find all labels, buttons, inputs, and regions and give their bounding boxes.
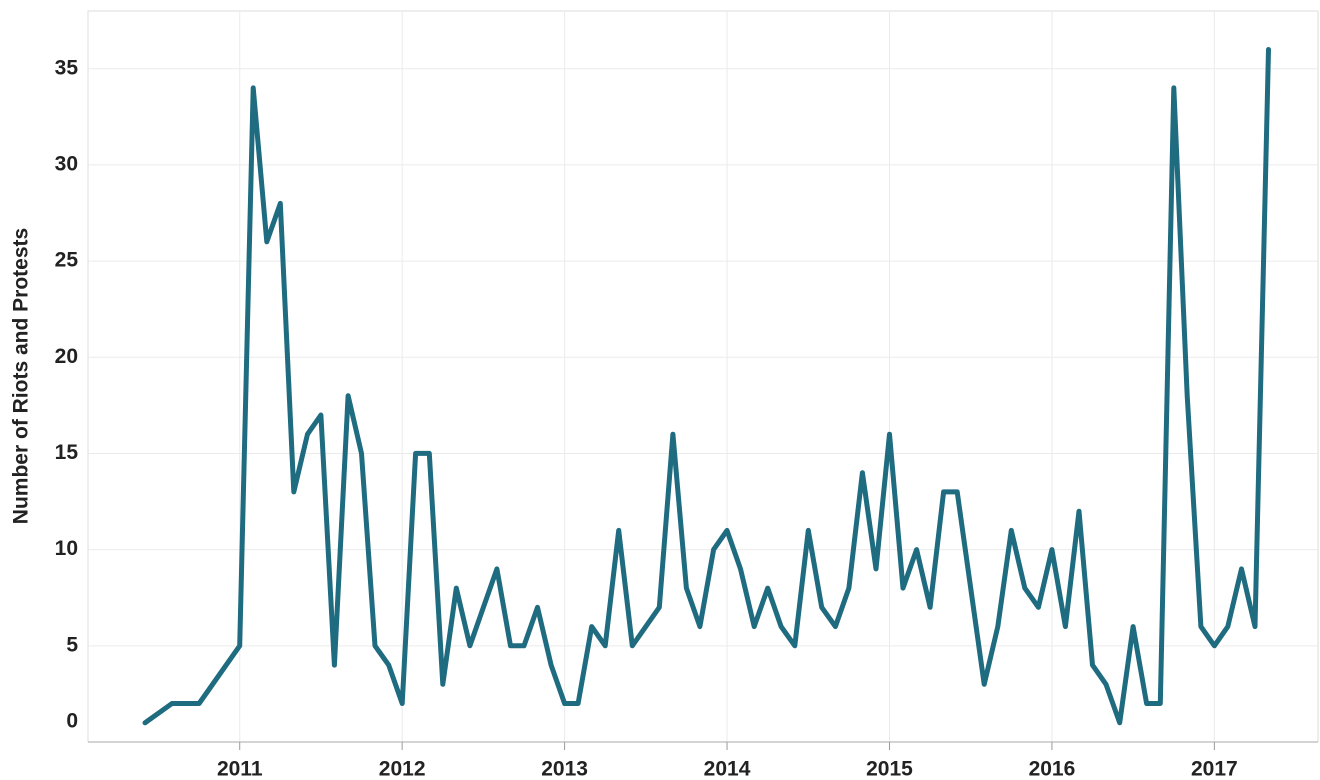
y-tick-label: 5 — [66, 633, 78, 656]
x-tick-label: 2014 — [704, 758, 751, 780]
y-tick-label: 15 — [55, 441, 79, 464]
data-line — [142, 47, 1271, 726]
x-tick-label: 2012 — [379, 758, 426, 780]
x-tick-label: 2011 — [217, 758, 263, 780]
x-tick-label: 2015 — [866, 758, 913, 780]
y-tick-label: 35 — [55, 56, 79, 79]
x-tick-label: 2013 — [541, 758, 588, 780]
y-tick-label: 10 — [55, 537, 78, 560]
y-tick-label: 20 — [55, 345, 78, 368]
y-tick-label: 0 — [66, 710, 78, 733]
x-tick-label: 2016 — [1029, 758, 1076, 780]
y-tick-label: 25 — [55, 249, 79, 272]
y-tick-label: 30 — [55, 152, 78, 175]
x-tick-label: 2017 — [1191, 758, 1238, 780]
y-axis-label: Number of Riots and Protests — [10, 228, 33, 524]
